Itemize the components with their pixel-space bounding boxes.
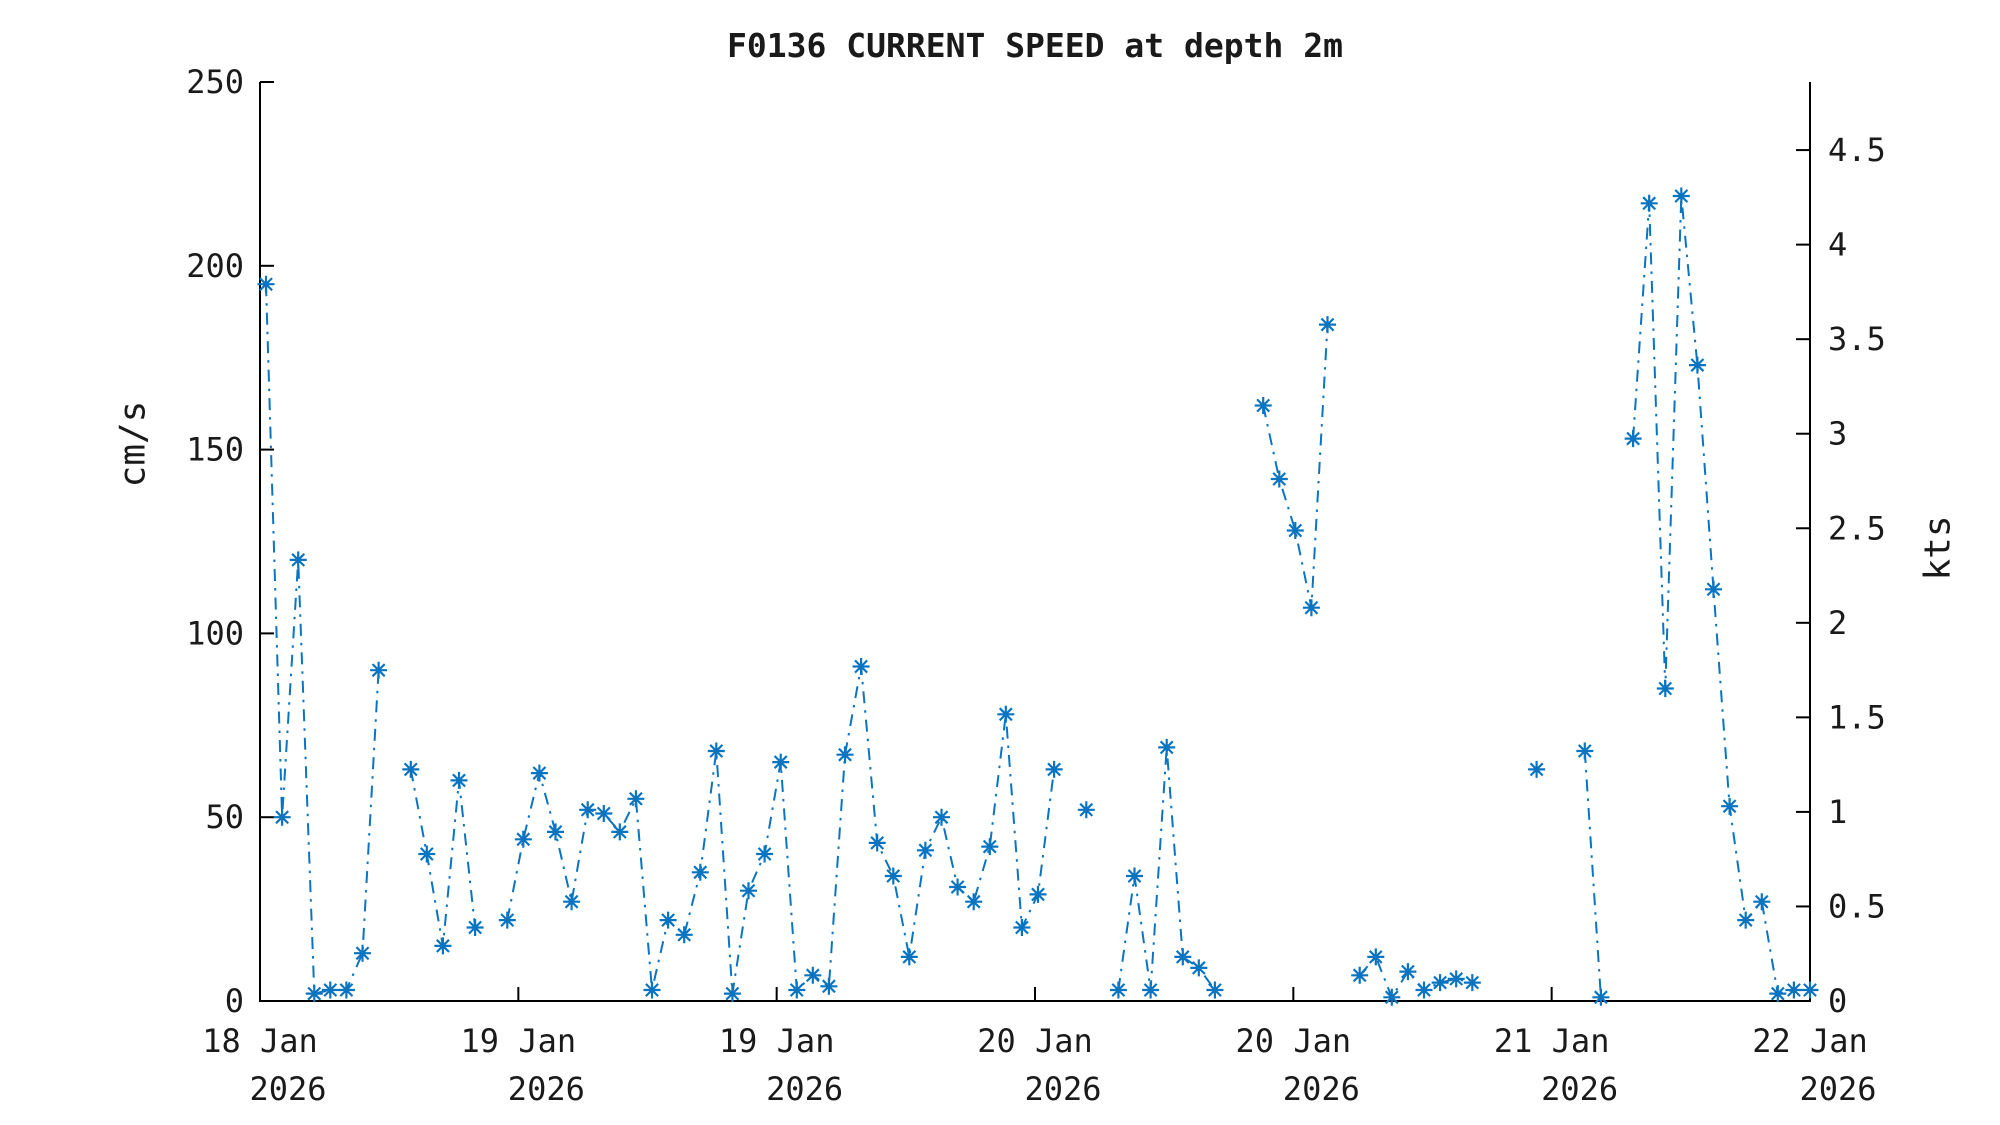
x-tick-day-label: 20 Jan	[977, 1022, 1093, 1060]
right-tick-label: 4	[1828, 226, 1847, 264]
right-axis-label: kts	[1917, 515, 1959, 581]
right-tick-label: 2.5	[1828, 509, 1886, 547]
x-tick-day-label: 21 Jan	[1494, 1022, 1610, 1060]
right-tick-label: 3	[1828, 415, 1847, 453]
left-tick-label: 100	[186, 614, 244, 652]
right-tick-label: 0.5	[1828, 887, 1886, 925]
right-tick-label: 0	[1828, 982, 1847, 1020]
series-line	[265, 195, 1810, 1000]
left-tick-label: 50	[205, 798, 244, 836]
x-tick-year-label: 2026	[508, 1070, 585, 1108]
x-tick-day-label: 20 Jan	[1236, 1022, 1352, 1060]
x-tick-day-label: 19 Jan	[461, 1022, 577, 1060]
left-tick-label: 0	[225, 982, 244, 1020]
x-tick-day-label: 19 Jan	[719, 1022, 835, 1060]
x-tick-day-label: 18 Jan	[202, 1022, 318, 1060]
left-tick-label: 250	[186, 63, 244, 101]
x-tick-year-label: 2026	[1024, 1070, 1101, 1108]
right-tick-label: 1.5	[1828, 698, 1886, 736]
right-tick-label: 2	[1828, 604, 1847, 642]
axis-frame	[259, 82, 1811, 1002]
right-tick-label: 3.5	[1828, 320, 1886, 358]
right-tick-label: 1	[1828, 793, 1847, 831]
x-tick-year-label: 2026	[1799, 1070, 1876, 1108]
x-tick-year-label: 2026	[1283, 1070, 1360, 1108]
x-tick-year-label: 2026	[1541, 1070, 1618, 1108]
right-tick-label: 4.5	[1828, 131, 1886, 169]
x-tick-year-label: 2026	[766, 1070, 843, 1108]
left-axis-label: cm/s	[112, 400, 154, 488]
series-markers	[257, 187, 1819, 1006]
axes	[259, 81, 1811, 1002]
chart-title: F0136 CURRENT SPEED at depth 2m	[727, 26, 1343, 65]
x-tick-year-label: 2026	[249, 1070, 326, 1108]
left-tick-label: 200	[186, 247, 244, 285]
x-tick-day-label: 22 Jan	[1752, 1022, 1868, 1060]
left-tick-label: 150	[186, 431, 244, 469]
